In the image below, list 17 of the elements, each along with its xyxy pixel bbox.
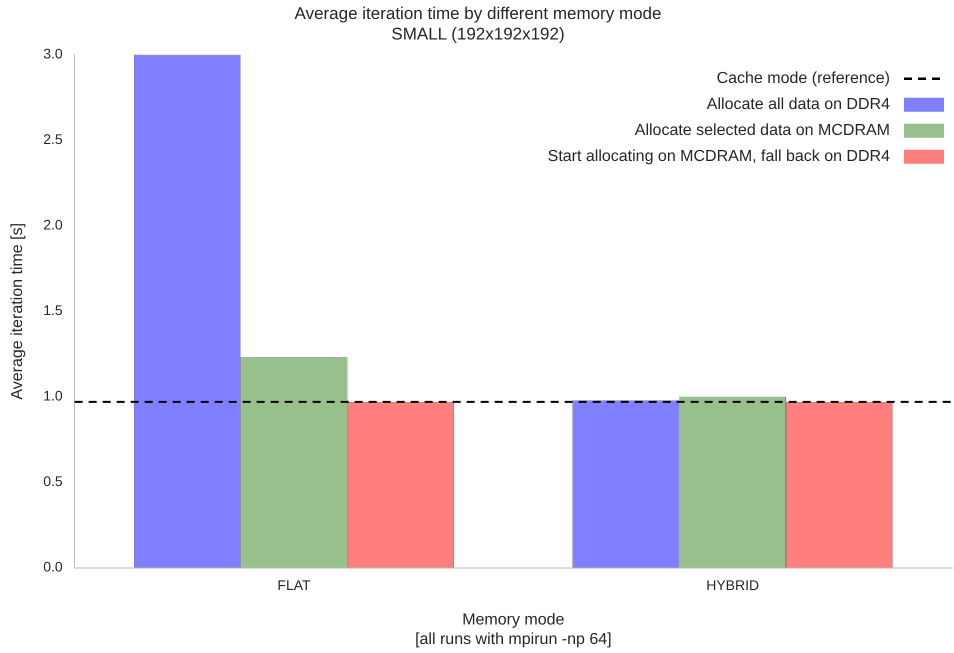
x-axis-title: Memory mode [all runs with mpirun -np 64] — [415, 612, 612, 648]
y-axis-title: Average iteration time [s] — [9, 222, 26, 400]
y-tick-label: 0.5 — [43, 473, 63, 490]
y-tick-label: 2.0 — [43, 216, 63, 233]
y-tick-label: 2.5 — [43, 131, 63, 148]
x-tick-label: FLAT — [277, 577, 312, 594]
legend-label: Start allocating on MCDRAM, fall back on DDR4 — [548, 148, 890, 166]
legend-label: Allocate selected data on MCDRAM — [634, 122, 890, 140]
x-tick-label: HYBRID — [706, 577, 760, 594]
y-tick-label: 0.0 — [43, 558, 63, 575]
y-tick-label: 1.0 — [43, 388, 63, 404]
y-tick-label: 3.0 — [43, 46, 63, 62]
legend-label: Allocate all data on DDR4 — [706, 96, 890, 114]
legend-label: Cache mode (reference) — [716, 70, 890, 88]
chart-subtitle: SMALL (192x192x192) — [391, 24, 565, 44]
chart-title: Average iteration time by different memory mode — [294, 4, 662, 23]
y-tick-label: 1.5 — [43, 302, 63, 318]
